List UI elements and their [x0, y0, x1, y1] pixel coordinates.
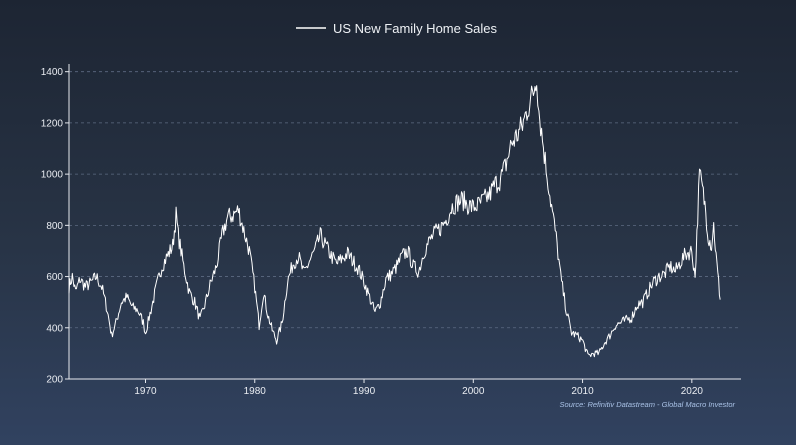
legend-label: US New Family Home Sales — [333, 21, 497, 36]
x-axis-ticks: 1970 1980 1990 2000 2010 2020 — [134, 379, 703, 397]
y-tick-label: 600 — [46, 272, 63, 283]
y-tick-label: 1200 — [41, 118, 64, 129]
series-line-us-new-family-home-sales — [68, 85, 721, 358]
x-tick-label: 2020 — [681, 386, 704, 397]
y-tick-label: 1400 — [41, 67, 64, 78]
x-tick-label: 2010 — [571, 386, 594, 397]
x-tick-label: 1990 — [353, 386, 376, 397]
y-tick-label: 1000 — [41, 170, 64, 181]
x-tick-label: 1980 — [244, 386, 267, 397]
grid — [69, 71, 741, 329]
legend: US New Family Home Sales — [296, 21, 497, 36]
y-tick-label: 400 — [46, 323, 63, 334]
x-tick-label: 2000 — [462, 386, 485, 397]
y-tick-label: 200 — [46, 375, 63, 386]
source-annotation: Source: Refinitiv Datastream - Global Ma… — [560, 400, 736, 409]
y-tick-label: 800 — [46, 221, 63, 232]
y-axis-ticks: 200 400 600 800 1000 1200 1400 — [41, 67, 69, 386]
x-tick-label: 1970 — [134, 386, 157, 397]
axes — [68, 64, 741, 380]
